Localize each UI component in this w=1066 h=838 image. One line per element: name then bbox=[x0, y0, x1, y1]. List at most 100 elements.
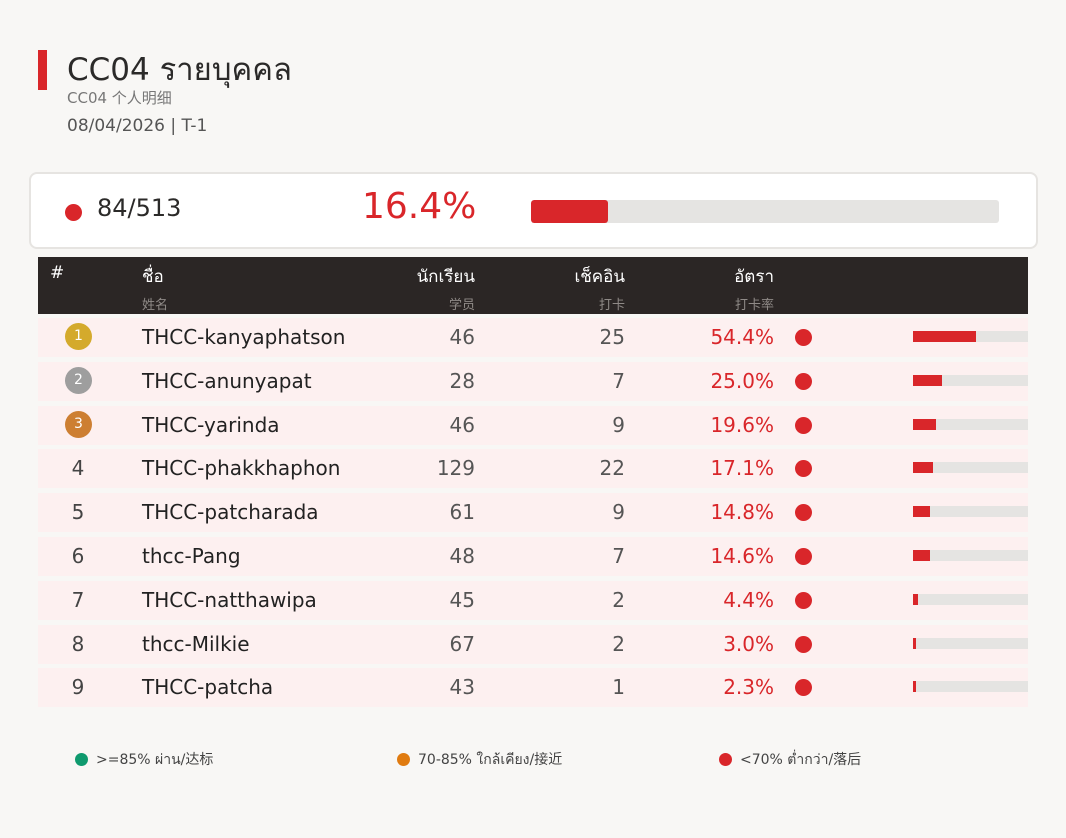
rate-value: 17.1% bbox=[710, 456, 774, 481]
student-count: 46 bbox=[449, 412, 475, 437]
legend-item-below: <70% ต่ำกว่า/落后 bbox=[719, 749, 861, 771]
page-title: CC04 รายบุคคล bbox=[67, 52, 292, 88]
person-name: THCC-kanyaphatson bbox=[142, 325, 346, 349]
rate-bar-track bbox=[913, 550, 1028, 561]
rate-bar-track bbox=[913, 637, 1028, 649]
summary-count: 84/513 bbox=[97, 194, 182, 222]
checkin-count: 2 bbox=[612, 587, 625, 612]
rank-number: 8 bbox=[71, 631, 85, 656]
green-dot-icon bbox=[75, 753, 88, 766]
rate-bar-fill bbox=[913, 418, 936, 430]
person-name: thcc-Pang bbox=[142, 544, 241, 568]
rate-bar-fill bbox=[913, 331, 976, 342]
rate-bar-track bbox=[913, 681, 1028, 693]
checkin-count: 7 bbox=[612, 368, 625, 393]
student-count: 129 bbox=[436, 456, 475, 481]
rate-bar-track bbox=[913, 462, 1028, 474]
person-name: thcc-Milkie bbox=[142, 631, 250, 656]
checkin-count: 9 bbox=[612, 412, 625, 437]
person-name: THCC-patcha bbox=[142, 675, 274, 700]
rate-value: 14.6% bbox=[710, 544, 774, 568]
student-count: 67 bbox=[449, 631, 475, 656]
page-subtitle: CC04 个人明细 bbox=[67, 89, 172, 107]
status-dot-icon bbox=[795, 548, 812, 565]
column-header-rank: # bbox=[50, 263, 65, 283]
person-name: THCC-patcharada bbox=[142, 500, 319, 525]
checkin-count: 25 bbox=[599, 325, 625, 349]
legend-label: <70% ต่ำกว่า/落后 bbox=[740, 752, 862, 768]
student-count: 28 bbox=[449, 368, 475, 393]
rate-bar-fill bbox=[913, 462, 933, 474]
checkin-count: 9 bbox=[612, 500, 625, 525]
legend-item-pass: >=85% ผ่าน/达标 bbox=[75, 749, 213, 771]
rank-medal-icon: 1 bbox=[65, 323, 92, 350]
person-name: THCC-anunyapat bbox=[142, 368, 312, 393]
orange-dot-icon bbox=[397, 753, 410, 766]
column-header-checkin: เช็คอิน 打卡 bbox=[574, 267, 625, 313]
rate-bar-fill bbox=[913, 681, 916, 693]
table-row: 4 THCC-phakkhaphon 129 22 17.1% bbox=[38, 449, 1028, 489]
rate-bar-fill bbox=[913, 550, 930, 561]
rank-number: 9 bbox=[71, 675, 85, 700]
rate-value: 19.6% bbox=[710, 412, 774, 437]
rank-medal-icon: 3 bbox=[65, 410, 92, 438]
summary-percent: 16.4% bbox=[362, 186, 477, 227]
column-header-rate: อัตรา 打卡率 bbox=[734, 267, 774, 313]
table-row: 2 THCC-anunyapat 28 7 25.0% bbox=[38, 361, 1028, 401]
red-dot-icon bbox=[719, 753, 732, 766]
rate-value: 54.4% bbox=[710, 325, 774, 349]
rank-number: 5 bbox=[71, 500, 85, 525]
student-count: 45 bbox=[449, 587, 475, 612]
rate-bar-track bbox=[913, 374, 1028, 386]
table-row: 3 THCC-yarinda 46 9 19.6% bbox=[38, 405, 1028, 445]
summary-progress-fill bbox=[531, 200, 608, 223]
status-dot-icon bbox=[795, 372, 812, 390]
status-dot-icon bbox=[795, 635, 812, 653]
rate-bar-fill bbox=[913, 593, 919, 605]
report-date: 08/04/2026 | T-1 bbox=[67, 116, 208, 136]
rate-bar-fill bbox=[913, 506, 931, 518]
rate-bar-track bbox=[913, 506, 1028, 518]
table-row: 1 THCC-kanyaphatson 46 25 54.4% bbox=[38, 318, 1028, 357]
rate-value: 3.0% bbox=[723, 631, 774, 656]
legend-label: 70-85% ใกล้เคียง/接近 bbox=[418, 752, 563, 768]
summary-card: 84/513 16.4% bbox=[29, 172, 1038, 249]
legend-label: >=85% ผ่าน/达标 bbox=[96, 752, 214, 768]
column-header-name: ชื่อ 姓名 bbox=[142, 267, 169, 313]
status-dot-icon bbox=[795, 591, 812, 609]
rate-bar-track bbox=[913, 331, 1028, 342]
student-count: 46 bbox=[449, 325, 475, 349]
rate-value: 25.0% bbox=[710, 368, 774, 393]
summary-progress-track bbox=[531, 200, 999, 223]
table-header: # ชื่อ 姓名 นักเรียน 学员 เช็คอิน 打卡 อัตรา 打… bbox=[38, 257, 1028, 314]
person-name: THCC-yarinda bbox=[142, 412, 280, 437]
table-row: 8 thcc-Milkie 67 2 3.0% bbox=[38, 624, 1028, 664]
student-count: 48 bbox=[449, 544, 475, 568]
person-name: THCC-natthawipa bbox=[142, 587, 317, 612]
status-dot-icon bbox=[795, 504, 812, 522]
status-dot-icon bbox=[795, 416, 812, 434]
status-dot-icon bbox=[65, 204, 82, 221]
legend-item-near: 70-85% ใกล้เคียง/接近 bbox=[397, 749, 562, 771]
rate-value: 2.3% bbox=[723, 675, 774, 700]
rank-number: 6 bbox=[71, 544, 85, 568]
status-dot-icon bbox=[795, 460, 812, 478]
table-row: 7 THCC-natthawipa 45 2 4.4% bbox=[38, 580, 1028, 620]
student-count: 61 bbox=[449, 500, 475, 525]
student-count: 43 bbox=[449, 675, 475, 700]
checkin-count: 7 bbox=[612, 544, 625, 568]
table-row: 5 THCC-patcharada 61 9 14.8% bbox=[38, 493, 1028, 533]
table-row: 9 THCC-patcha 43 1 2.3% bbox=[38, 668, 1028, 708]
rate-bar-track bbox=[913, 593, 1028, 605]
person-name: THCC-phakkhaphon bbox=[142, 456, 341, 481]
rank-medal-icon: 2 bbox=[65, 366, 92, 394]
rate-bar-track bbox=[913, 418, 1028, 430]
header-accent-bar bbox=[38, 50, 47, 90]
checkin-count: 2 bbox=[612, 631, 625, 656]
rate-value: 4.4% bbox=[723, 587, 774, 612]
table-row: 6 thcc-Pang 48 7 14.6% bbox=[38, 537, 1028, 576]
rank-number: 7 bbox=[71, 587, 85, 612]
status-dot-icon bbox=[795, 679, 812, 697]
column-header-students: นักเรียน 学员 bbox=[416, 267, 475, 313]
rate-bar-fill bbox=[913, 374, 942, 386]
